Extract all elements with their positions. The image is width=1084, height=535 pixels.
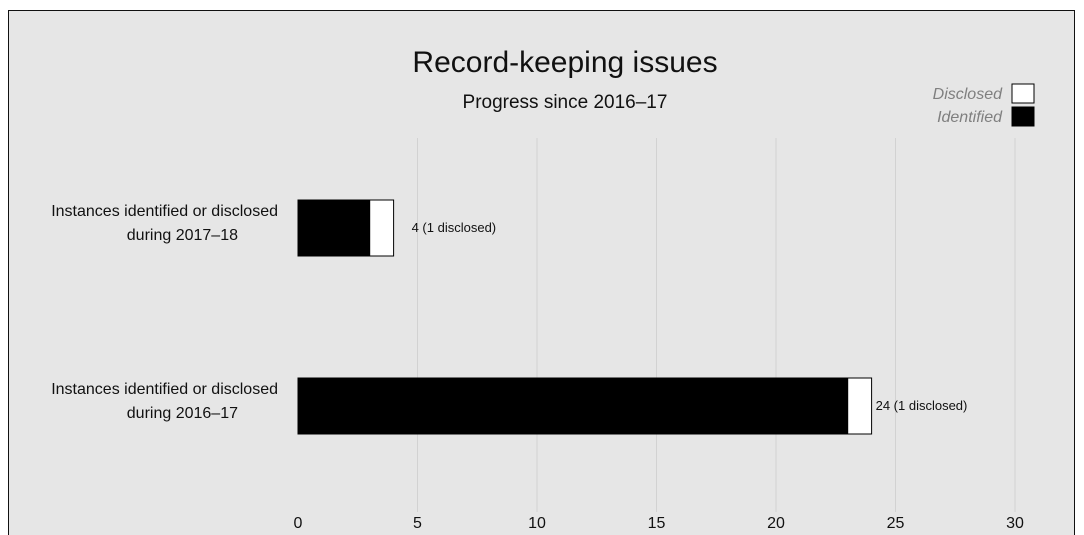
category-labels: Instances identified or disclosed during … [51, 203, 278, 422]
category-label: Instances identified or disclosed during … [51, 203, 278, 244]
chart-subtitle: Progress since 2016–17 [463, 92, 668, 113]
data-label: 24 (1 disclosed) [876, 398, 968, 413]
bar-disclosed-0 [369, 199, 395, 257]
x-tick-label: 30 [1006, 515, 1024, 532]
category-label-line: Instances identified or disclosed [51, 203, 278, 220]
x-tick-label: 0 [294, 515, 303, 532]
legend-label-disclosed: Disclosed [933, 86, 1003, 103]
x-tick-label: 10 [528, 515, 546, 532]
category-label-line: during 2016–17 [127, 405, 238, 422]
chart-frame [8, 10, 1075, 535]
data-label: 4 (1 disclosed) [412, 220, 497, 235]
category-label: Instances identified or disclosed during … [51, 381, 278, 422]
legend-swatch-identified [1011, 106, 1035, 127]
chart-title: Record-keeping issues [412, 46, 717, 79]
x-tick-labels: 0 5 10 15 20 25 30 [294, 515, 1024, 532]
category-label-line: Instances identified or disclosed [51, 381, 278, 398]
bar-identified-0 [297, 199, 371, 257]
x-tick-label: 5 [413, 515, 422, 532]
data-labels: 4 (1 disclosed) 24 (1 disclosed) [412, 220, 968, 413]
bars [297, 199, 873, 435]
legend: Disclosed Identified [933, 83, 1035, 127]
legend-swatch-disclosed [1011, 83, 1035, 104]
category-label-line: during 2017–18 [127, 227, 238, 244]
legend-label-identified: Identified [937, 109, 1003, 126]
x-tick-label: 15 [648, 515, 666, 532]
bar-identified-1 [297, 377, 849, 435]
x-tick-label: 20 [767, 515, 785, 532]
bar-disclosed-1 [847, 377, 873, 435]
gridlines [417, 138, 1016, 512]
x-tick-label: 25 [887, 515, 905, 532]
